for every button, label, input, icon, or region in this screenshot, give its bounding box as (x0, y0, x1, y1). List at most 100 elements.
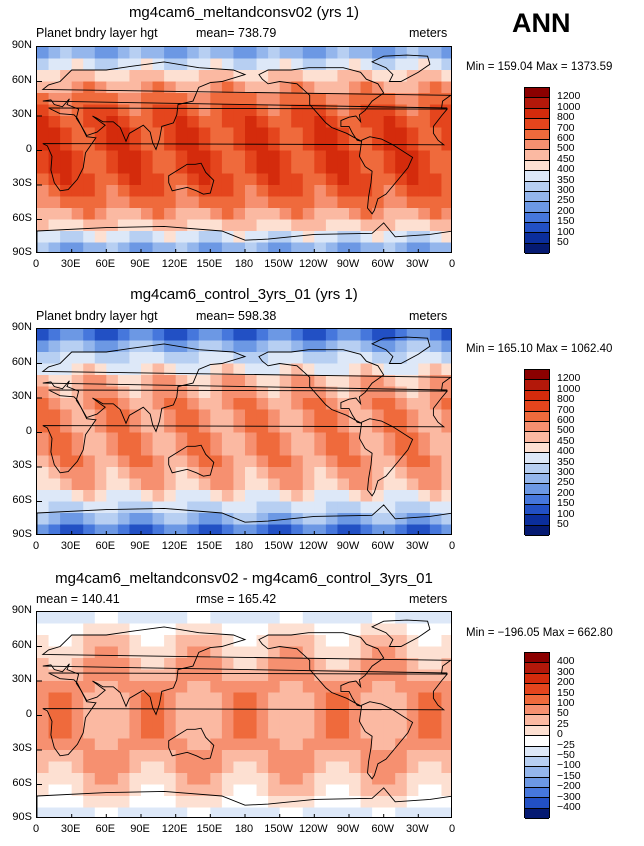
field-cell (129, 524, 142, 534)
field-cell (221, 796, 235, 809)
field-cell (141, 375, 154, 388)
field-cell (395, 796, 408, 809)
field-cell (337, 231, 350, 244)
field-cell (129, 623, 142, 636)
coastline-antarctica (37, 222, 451, 252)
field-cell (164, 513, 177, 526)
field-cell (37, 513, 50, 526)
field-cell (106, 340, 119, 353)
field-cell (48, 363, 61, 376)
field-cell (441, 524, 451, 534)
field-cell (106, 127, 119, 140)
field-cell (175, 704, 188, 717)
field-cell (279, 70, 292, 83)
field-cell (418, 773, 431, 786)
field-cell (152, 773, 165, 786)
field-cell (268, 524, 281, 534)
field-cell (152, 150, 165, 163)
field-cell (325, 501, 339, 514)
panel-1-x-tick: 90W (336, 258, 360, 270)
field-cell (233, 501, 246, 514)
field-cell (48, 807, 61, 817)
field-cell (245, 750, 258, 763)
field-cell (349, 208, 362, 221)
field-cell (141, 352, 154, 365)
field-cell (406, 242, 419, 252)
field-cell (198, 773, 211, 786)
field-cell (117, 363, 131, 376)
panel-2-x-tick: 90E (130, 540, 150, 552)
field-cell (279, 784, 292, 797)
field-cell (406, 455, 419, 468)
field-cell (83, 467, 96, 480)
field-cell (233, 81, 246, 94)
field-cell (106, 715, 119, 728)
map-svg (37, 47, 451, 252)
field-cell (325, 185, 339, 198)
field-cell (48, 750, 61, 763)
field-cell (83, 773, 96, 786)
panel-3-y-tick: 0 (25, 707, 32, 720)
field-cell (94, 727, 107, 740)
colorbar-swatch (525, 401, 549, 412)
field-cell (256, 490, 269, 503)
field-cell (429, 490, 443, 503)
field-cell (256, 58, 269, 71)
field-cell (37, 773, 50, 786)
field-cell (395, 47, 408, 60)
field-cell (233, 784, 246, 797)
field-cell (71, 81, 84, 94)
colorbar-label: 300 (557, 665, 575, 678)
field-cell (429, 658, 443, 671)
field-cell (117, 139, 131, 152)
field-cell (221, 467, 235, 480)
field-cell (302, 738, 315, 751)
field-cell (141, 93, 154, 106)
field-cell (383, 70, 396, 83)
field-cell (268, 185, 281, 198)
field-cell (187, 704, 200, 717)
field-cell (291, 116, 304, 129)
field-cell (349, 219, 362, 232)
panel-3-x-tick: 120E (161, 823, 188, 835)
field-cell (429, 738, 443, 751)
field-cell (198, 139, 211, 152)
field-cell (129, 727, 142, 740)
field-cell (37, 807, 50, 817)
field-cell (152, 669, 165, 682)
field-cell (152, 501, 165, 514)
field-cell (268, 623, 281, 636)
field-cell (349, 669, 362, 682)
field-cell (441, 196, 451, 209)
field-cell (337, 208, 350, 221)
field-cell (71, 715, 84, 728)
field-cell (291, 704, 304, 717)
field-cell (221, 681, 235, 694)
field-cell (221, 635, 235, 648)
field-cell (60, 646, 73, 659)
field-cell (256, 750, 269, 763)
field-cell (383, 796, 396, 809)
field-cell (245, 727, 258, 740)
field-cell (349, 363, 362, 376)
field-cell (94, 612, 107, 625)
field-cell (372, 352, 385, 365)
field-cell (94, 363, 107, 376)
field-cell (187, 669, 200, 682)
panel-1-y-tick: 0 (25, 142, 32, 155)
panel-1-y-tick: 30N (11, 108, 32, 120)
field-cell (360, 658, 373, 671)
field-cell (268, 196, 281, 209)
field-cell (314, 329, 327, 342)
field-cell (441, 692, 451, 705)
field-cell (60, 409, 73, 422)
field-cell (210, 623, 223, 636)
field-cell (152, 455, 165, 468)
field-cell (372, 501, 385, 514)
field-cell (441, 81, 451, 94)
field-cell (256, 623, 269, 636)
colorbar-swatch (525, 746, 549, 757)
field-cell (325, 421, 339, 434)
field-cell (256, 738, 269, 751)
field-cell (198, 93, 211, 106)
